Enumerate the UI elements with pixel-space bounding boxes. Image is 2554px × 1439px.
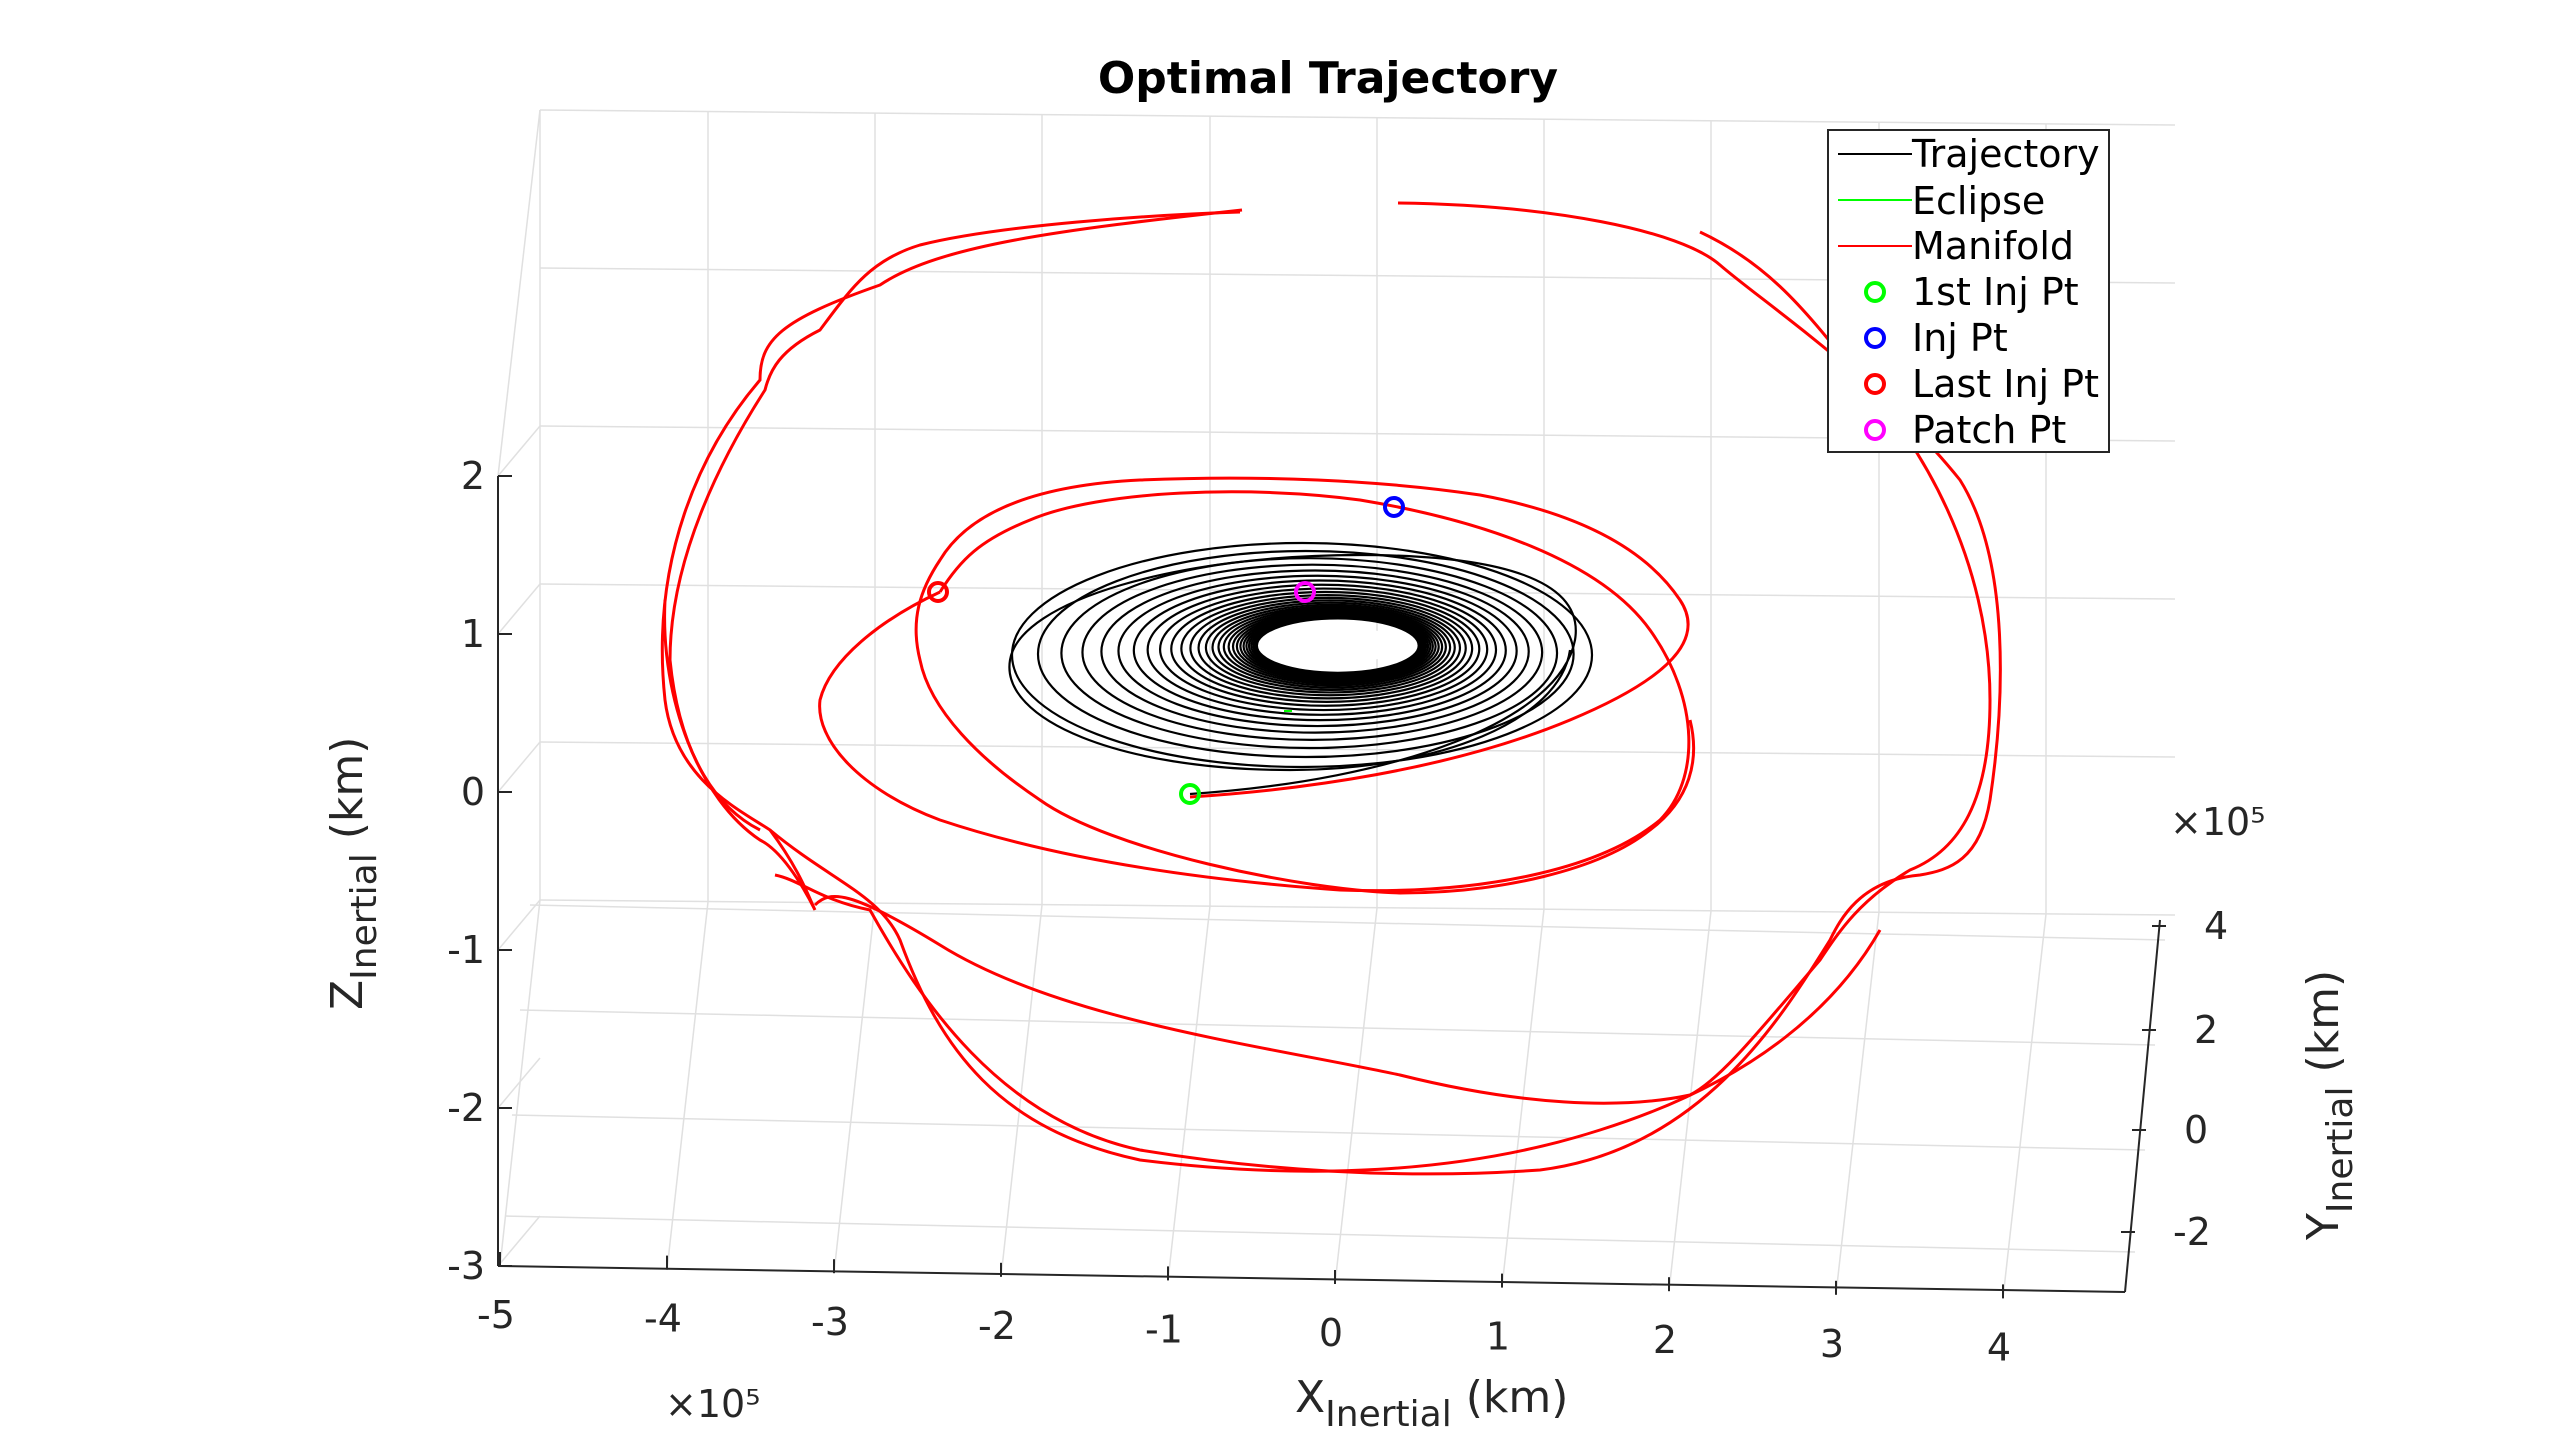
x-label-main: X xyxy=(1295,1372,1325,1423)
trajectory-loop xyxy=(1146,583,1498,716)
legend-label-inj-pt: Inj Pt xyxy=(1912,316,2008,360)
z-tick-label: 1 xyxy=(461,612,485,656)
marker-inj-pt xyxy=(1383,496,1405,518)
x-tick-label: 1 xyxy=(1486,1315,1510,1359)
manifold-curve-bottom xyxy=(769,828,1882,1173)
legend-swatch-inj-pt xyxy=(1864,327,1886,349)
manifold-curve-big-loop xyxy=(813,230,1992,1105)
x-tick-label: 2 xyxy=(1653,1318,1677,1362)
manifold-series xyxy=(660,201,2002,1176)
axes-lines xyxy=(497,476,2161,1293)
trajectory-loop xyxy=(1081,563,1544,741)
trajectory-core xyxy=(1280,627,1400,663)
legend-label-manifold: Manifold xyxy=(1912,224,2074,268)
y-axis-ticks: -2 0 2 4 xyxy=(2121,904,2228,1254)
y-tick-label: -2 xyxy=(2173,1210,2211,1254)
trajectory-loop xyxy=(1222,607,1444,687)
y-label-sub: Inertial xyxy=(2320,1087,2361,1214)
y-tick-label: 2 xyxy=(2194,1008,2218,1052)
trajectory-loop xyxy=(1036,549,1575,759)
legend-label-patch-pt: Patch Pt xyxy=(1912,408,2066,452)
trajectory-loop xyxy=(1255,617,1420,674)
marker-patch-pt xyxy=(1294,581,1316,603)
trajectory-loop xyxy=(1117,574,1518,728)
trajectory-series xyxy=(1008,541,1594,796)
z-label-main: Z xyxy=(322,980,373,1010)
x-tick-label: -3 xyxy=(811,1300,849,1344)
trajectory-loop xyxy=(1231,609,1437,684)
trajectory-loop xyxy=(1170,590,1481,707)
x-label-sub: Inertial xyxy=(1325,1394,1452,1435)
manifold-curve-inner-1 xyxy=(914,476,1696,895)
x-label-unit: (km) xyxy=(1452,1372,1569,1423)
manifold-curve-inner-2 xyxy=(818,490,1691,893)
markers xyxy=(927,496,1405,805)
x-tick-label: -4 xyxy=(644,1297,682,1341)
y-label-main: Y xyxy=(2298,1213,2349,1241)
x-axis-label: XInertial (km) xyxy=(1295,1372,1568,1435)
trajectory-loop xyxy=(1189,596,1467,700)
trajectory-loop xyxy=(1217,605,1447,689)
legend-label-trajectory: Trajectory xyxy=(1911,132,2100,176)
y-exponent: ×10⁵ xyxy=(2170,800,2265,844)
trajectory-loop xyxy=(1100,569,1530,734)
y-axis-label: YInertial (km) xyxy=(2298,970,2361,1241)
x-tick-label: -5 xyxy=(477,1293,515,1337)
chart-title: Optimal Trajectory xyxy=(1098,53,1558,104)
x-exponent: ×10⁵ xyxy=(665,1382,760,1426)
trajectory-loop xyxy=(1158,587,1489,712)
z-tick-label: -3 xyxy=(447,1244,485,1288)
x-tick-label: -1 xyxy=(1145,1307,1183,1351)
legend-label-last-inj-pt: Last Inj Pt xyxy=(1912,362,2099,406)
y-tick-label: 4 xyxy=(2204,904,2228,948)
z-axis-label: ZInertial (km) xyxy=(322,737,385,1010)
manifold-curve-outer-2 xyxy=(774,201,2002,1176)
x-tick-label: 4 xyxy=(1987,1325,2011,1369)
legend-swatch-1st-inj-pt xyxy=(1864,281,1886,303)
marker-1st-inj-pt xyxy=(1179,783,1201,805)
trajectory-loop xyxy=(1197,599,1462,697)
z-label-unit: (km) xyxy=(322,737,373,854)
legend-swatch-last-inj-pt xyxy=(1864,373,1886,395)
z-label-sub: Inertial xyxy=(344,853,385,980)
trajectory-loop xyxy=(1211,603,1452,691)
trajectory-outer-pass xyxy=(1008,553,1577,796)
marker-last-inj-pt xyxy=(927,581,949,603)
z-tick-label: 0 xyxy=(461,770,485,814)
manifold-curve-outer-3 xyxy=(668,210,1241,832)
legend-label-1st-inj-pt: 1st Inj Pt xyxy=(1912,270,2079,314)
trajectory-loop xyxy=(1204,601,1456,694)
y-tick-label: 0 xyxy=(2184,1108,2208,1152)
legend-label-eclipse: Eclipse xyxy=(1912,179,2045,223)
manifold-curve-outer-1 xyxy=(660,208,1243,911)
x-tick-label: 3 xyxy=(1820,1322,1844,1366)
x-axis-ticks: -5 -4 -3 -2 -1 0 1 2 3 4 xyxy=(477,1252,2011,1369)
grid-lines xyxy=(497,109,2176,1299)
z-tick-label: 2 xyxy=(461,454,485,498)
x-tick-label: -2 xyxy=(978,1304,1016,1348)
y-label-unit: (km) xyxy=(2298,970,2349,1087)
z-tick-label: -2 xyxy=(447,1086,485,1130)
trajectory-loop xyxy=(1060,557,1559,750)
trajectory-loop xyxy=(1132,579,1507,722)
z-axis-ticks: -3 -2 -1 0 1 2 xyxy=(447,454,512,1288)
trajectory-loop xyxy=(1180,594,1474,703)
legend-swatch-patch-pt xyxy=(1864,419,1886,441)
x-tick-label: 0 xyxy=(1319,1311,1343,1355)
z-tick-label: -1 xyxy=(447,928,485,972)
legend-box xyxy=(1827,129,2110,453)
legend: Trajectory Eclipse Manifold 1st Inj Pt I… xyxy=(1827,129,2110,453)
trajectory-loop xyxy=(1227,608,1440,685)
